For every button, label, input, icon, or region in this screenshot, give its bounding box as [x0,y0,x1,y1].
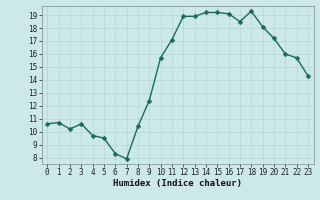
X-axis label: Humidex (Indice chaleur): Humidex (Indice chaleur) [113,179,242,188]
